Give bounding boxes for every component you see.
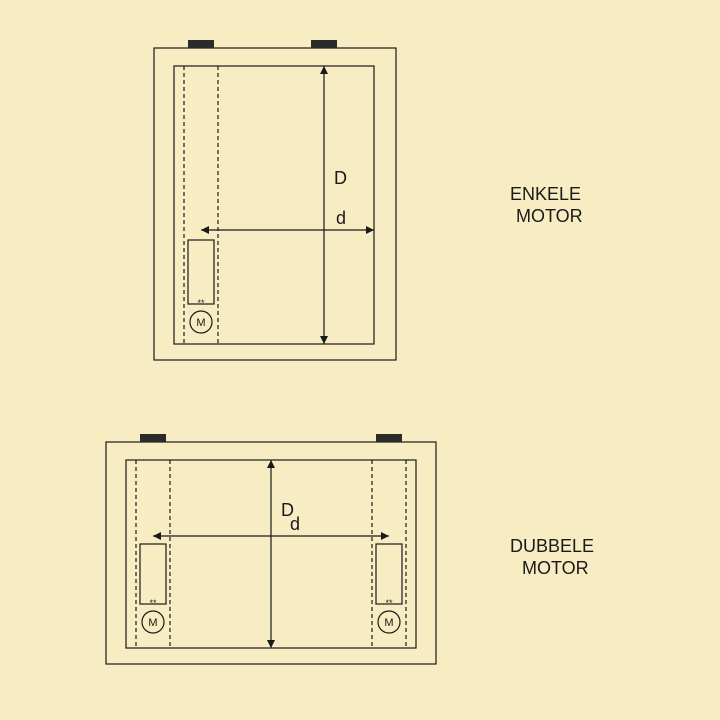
caption-double-1: DUBBELE [510, 536, 594, 556]
mount-tab [311, 40, 337, 48]
dim-label-D: D [334, 168, 347, 188]
caption-single-1: ENKELE [510, 184, 581, 204]
caption-double-2: MOTOR [522, 558, 589, 578]
motor-diagram: **MDdENKELEMOTOR**M**MDdDUBBELEMOTOR [0, 0, 720, 720]
mount-tab [140, 434, 166, 442]
dim-label-d: d [290, 514, 300, 534]
mount-tab [376, 434, 402, 442]
motor-stars: ** [149, 598, 157, 608]
motor-stars: ** [197, 298, 205, 308]
caption-single-2: MOTOR [516, 206, 583, 226]
motor-stars: ** [385, 598, 393, 608]
mount-tab [188, 40, 214, 48]
motor-label: M [196, 317, 205, 329]
motor-label: M [384, 617, 393, 629]
dim-label-d: d [336, 208, 346, 228]
motor-label: M [148, 617, 157, 629]
